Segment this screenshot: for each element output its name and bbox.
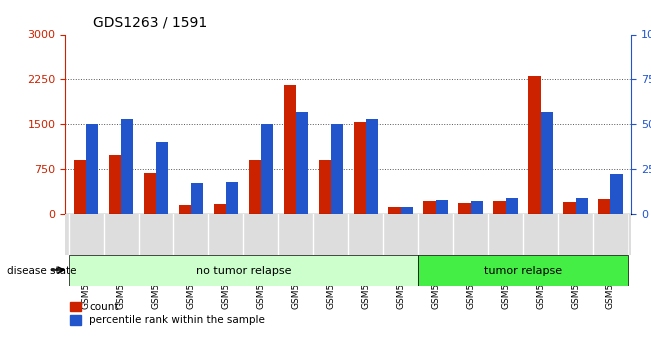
Bar <box>331 124 343 214</box>
Bar <box>529 76 540 214</box>
Bar <box>296 112 308 214</box>
Bar <box>261 124 273 214</box>
Text: no tumor relapse: no tumor relapse <box>196 266 291 276</box>
Bar <box>389 207 401 214</box>
Text: disease state: disease state <box>7 266 76 276</box>
Text: GDS1263 / 1591: GDS1263 / 1591 <box>94 15 208 29</box>
Bar <box>611 175 623 214</box>
Bar <box>109 155 121 214</box>
Bar <box>418 255 628 286</box>
Bar <box>493 201 506 214</box>
Bar <box>179 205 191 214</box>
Bar <box>401 207 413 214</box>
Bar <box>74 160 86 214</box>
Bar <box>575 198 588 214</box>
Text: tumor relapse: tumor relapse <box>484 266 562 276</box>
Bar <box>471 201 483 214</box>
Bar <box>353 122 366 214</box>
Bar <box>423 201 436 214</box>
Bar <box>86 124 98 214</box>
Bar <box>598 199 611 214</box>
Bar <box>540 112 553 214</box>
Bar <box>226 181 238 214</box>
Bar <box>144 173 156 214</box>
Bar <box>121 119 133 214</box>
Bar <box>284 85 296 214</box>
Bar <box>506 198 518 214</box>
Bar <box>563 202 575 214</box>
Bar <box>191 184 203 214</box>
Bar <box>318 160 331 214</box>
Bar <box>249 160 261 214</box>
Bar <box>68 255 418 286</box>
Bar <box>458 203 471 214</box>
Bar <box>214 204 226 214</box>
Bar <box>156 142 168 214</box>
Legend: count, percentile rank within the sample: count, percentile rank within the sample <box>70 302 265 325</box>
Bar <box>436 199 448 214</box>
Bar <box>366 119 378 214</box>
